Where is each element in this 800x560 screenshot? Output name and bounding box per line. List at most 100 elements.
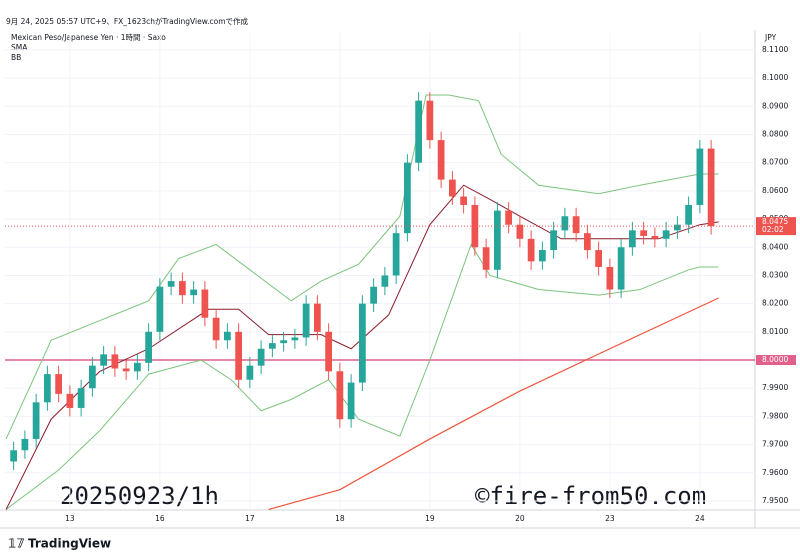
- candle-body: [325, 331, 332, 372]
- candle-body: [674, 224, 681, 231]
- y-tick-label: 8.0200: [762, 299, 788, 308]
- y-tick-label: 8.0100: [762, 327, 788, 336]
- candle-body: [359, 303, 366, 383]
- candle-body: [212, 317, 220, 341]
- candle-body: [291, 337, 299, 341]
- candle-body: [449, 179, 456, 197]
- candle-body: [134, 362, 141, 372]
- candle-body: [100, 354, 107, 366]
- y-tick-label: 8.1000: [762, 73, 788, 82]
- candle-body: [404, 162, 411, 234]
- candle-body: [235, 331, 242, 380]
- candle-body: [224, 331, 231, 341]
- candle-body: [55, 374, 62, 394]
- candle-body: [595, 250, 602, 267]
- y-tick-label: 7.9900: [762, 383, 788, 392]
- candle-body: [280, 340, 287, 344]
- candle-body: [460, 196, 467, 205]
- candle-body: [482, 247, 490, 270]
- candle-body: [381, 275, 389, 287]
- x-tick-label: 24: [695, 514, 705, 523]
- countdown-label: 02:02: [762, 225, 784, 234]
- candle-body: [190, 289, 197, 296]
- candle-body: [269, 343, 276, 349]
- candle-body: [629, 230, 636, 248]
- y-tick-label: 8.0800: [762, 129, 788, 138]
- x-tick-label: 19: [425, 514, 435, 523]
- candle-body: [21, 438, 29, 451]
- last-price-label: 8.0475: [762, 217, 788, 226]
- x-tick-label: 16: [155, 514, 165, 523]
- candle-body: [640, 230, 647, 236]
- y-tick-label: 8.0600: [762, 186, 788, 195]
- candle-body: [494, 210, 501, 270]
- hline-label: 8.0000: [762, 355, 788, 364]
- candle-body: [89, 365, 96, 389]
- candle-body: [179, 281, 186, 296]
- candle-body: [426, 100, 434, 141]
- watermark-site: ©fire-from50.com: [475, 482, 706, 510]
- candle-body: [617, 247, 625, 290]
- last-price-tag: [756, 217, 796, 236]
- brand-logo: 𝟙𝟟: [8, 537, 25, 551]
- candle-body: [111, 354, 119, 369]
- candle-body: [561, 216, 569, 231]
- candle-body: [662, 230, 670, 239]
- x-tick-label: 18: [335, 514, 345, 523]
- candle-body: [167, 281, 175, 287]
- sma-line: [268, 297, 719, 511]
- candle-body: [516, 224, 524, 239]
- candle-body: [77, 388, 85, 408]
- bb-middle: [5, 184, 719, 510]
- candle-body: [572, 216, 580, 234]
- candle-body: [347, 382, 355, 420]
- candle-body: [156, 286, 164, 332]
- x-tick-label: 17: [245, 514, 255, 523]
- x-tick-label: 23: [605, 514, 615, 523]
- brand: TradingView: [28, 537, 111, 551]
- candle-body: [201, 289, 209, 318]
- candle-body: [32, 402, 40, 439]
- candle-body: [415, 100, 422, 163]
- currency: JPY: [764, 33, 777, 42]
- candle-body: [505, 210, 512, 225]
- y-tick-label: 8.0900: [762, 101, 788, 110]
- candle-body: [527, 238, 535, 262]
- candle-body: [10, 450, 17, 462]
- chart-title: Mexican Peso/Japanese Yen · 1時間 · Saxo: [11, 33, 166, 42]
- y-tick-label: 7.9700: [762, 440, 788, 449]
- candle-body: [314, 303, 321, 332]
- candle-body: [584, 233, 591, 251]
- y-tick-label: 8.0300: [762, 270, 788, 279]
- bb-lower: [5, 243, 719, 510]
- bb-upper: [5, 94, 719, 440]
- candle-body: [707, 148, 715, 227]
- candle-body: [122, 368, 130, 372]
- candle-body: [550, 230, 557, 251]
- y-tick-label: 8.0700: [762, 158, 788, 167]
- candle-body: [392, 233, 400, 276]
- watermark-date: 20250923/1h: [60, 482, 219, 510]
- x-tick-label: 13: [65, 514, 75, 523]
- candle-body: [302, 303, 310, 338]
- header: 9月 24, 2025 05:57 UTC+9、FX_1623chがTradin…: [6, 16, 249, 26]
- candle-body: [606, 266, 614, 290]
- candle-body: [696, 148, 704, 205]
- candle-body: [370, 286, 377, 304]
- candle-body: [336, 371, 344, 420]
- candle-body: [145, 331, 152, 363]
- y-tick-label: 8.1100: [762, 45, 788, 54]
- candle-body: [66, 393, 74, 408]
- candle-body: [437, 140, 445, 180]
- candle-body: [44, 374, 51, 403]
- x-tick-label: 20: [515, 514, 525, 523]
- candle-body: [539, 250, 546, 262]
- y-tick-label: 7.9800: [762, 411, 788, 420]
- candle-body: [685, 204, 692, 225]
- y-tick-label: 7.9600: [762, 468, 788, 477]
- hline-tag: [756, 355, 796, 366]
- y-tick-label: 8.0400: [762, 242, 788, 251]
